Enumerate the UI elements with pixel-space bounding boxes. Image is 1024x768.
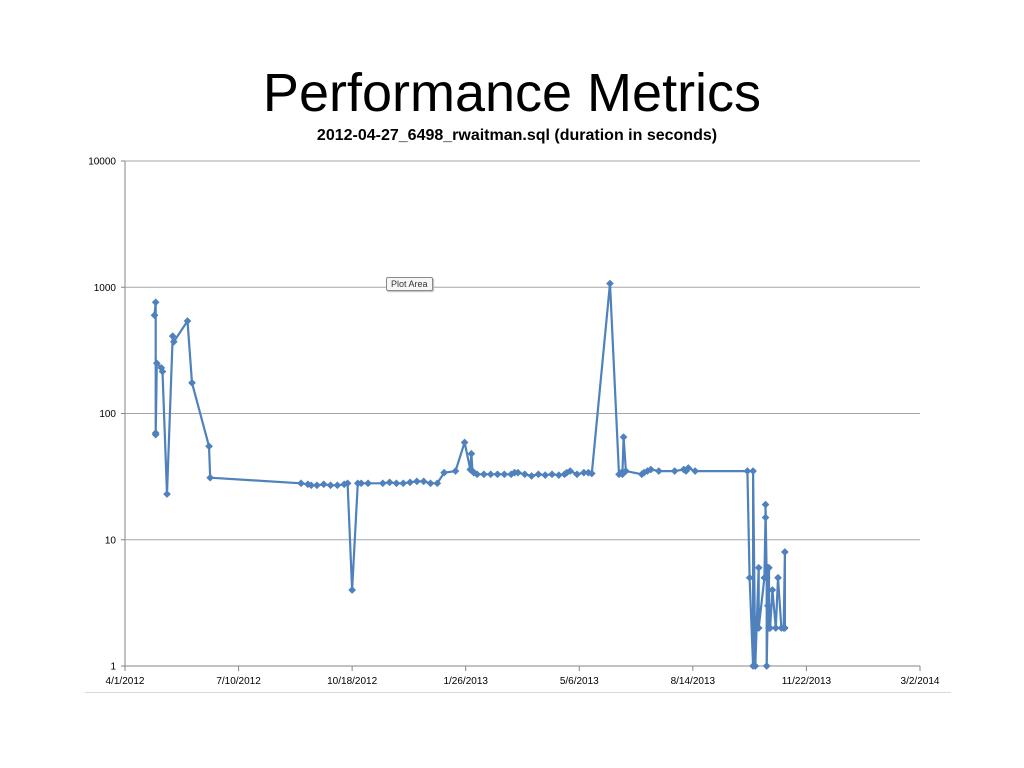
- data-point-marker: [762, 662, 771, 670]
- x-tick-label: 7/10/2012: [216, 676, 261, 687]
- data-point-marker: [774, 573, 782, 582]
- x-tick-label: 10/18/2012: [327, 676, 377, 687]
- data-point-marker: [605, 279, 614, 288]
- chart-title: 2012-04-27_6498_rwaitman.sql (duration i…: [316, 127, 718, 144]
- data-point-marker: [378, 479, 387, 488]
- data-point-marker: [766, 624, 775, 632]
- data-point-marker: [670, 467, 679, 476]
- data-point-marker: [780, 624, 789, 632]
- data-point-marker: [751, 662, 760, 670]
- data-point-marker: [399, 479, 408, 488]
- plot-area-tooltip: Plot Area: [386, 277, 433, 291]
- data-point-marker: [763, 601, 772, 610]
- data-point-marker: [451, 467, 460, 476]
- data-point-marker: [183, 317, 192, 325]
- data-point-marker: [745, 573, 754, 582]
- x-tick-label: 8/14/2013: [671, 676, 716, 687]
- data-point-marker: [158, 367, 167, 376]
- data-point-marker: [343, 479, 352, 488]
- x-tick-label: 11/22/2013: [782, 676, 832, 687]
- data-point-marker: [433, 479, 442, 488]
- data-point-marker: [548, 470, 556, 479]
- series-line: [153, 282, 787, 668]
- data-point-marker: [768, 586, 777, 594]
- data-point-marker: [312, 481, 321, 490]
- data-point-marker: [151, 430, 160, 439]
- data-point-marker: [151, 298, 160, 307]
- slide-title: Performance Metrics: [262, 63, 762, 123]
- x-tick-label: 4/1/2012: [106, 676, 145, 687]
- data-point-marker: [761, 513, 770, 522]
- y-tick-label: 1000: [94, 283, 117, 294]
- data-point-marker: [493, 470, 502, 479]
- data-point-marker: [743, 467, 752, 476]
- data-point-marker: [307, 481, 316, 490]
- data-point-marker: [479, 470, 488, 479]
- data-point-marker: [319, 480, 328, 489]
- data-point-marker: [460, 438, 469, 447]
- data-point-marker: [169, 337, 178, 346]
- data-point-marker: [392, 479, 401, 488]
- data-point-marker: [500, 470, 509, 479]
- data-point-marker: [333, 481, 342, 490]
- data-point-marker: [646, 465, 655, 474]
- data-point-marker: [762, 573, 771, 582]
- y-tick-label: 1: [110, 662, 116, 673]
- data-point-marker: [419, 477, 428, 486]
- data-point-marker: [654, 467, 663, 476]
- data-point-marker: [761, 500, 770, 509]
- gridlines: [125, 160, 920, 541]
- data-point-marker: [473, 470, 482, 479]
- data-point-marker: [188, 378, 196, 387]
- data-point-marker: [152, 359, 161, 368]
- data-point-marker: [566, 467, 575, 476]
- data-point-marker: [534, 470, 543, 479]
- y-tick-label: 100: [99, 409, 116, 420]
- data-point-marker: [764, 563, 773, 572]
- x-tick-label: 3/2/2014: [901, 676, 940, 687]
- data-point-marker: [412, 477, 421, 486]
- data-point-marker: [619, 433, 628, 442]
- data-point-marker: [754, 624, 763, 632]
- data-point-marker: [541, 471, 550, 480]
- data-point-marker: [406, 478, 415, 487]
- data-point-marker: [621, 467, 630, 476]
- data-point-marker: [691, 467, 700, 476]
- data-point-marker: [754, 563, 763, 572]
- data-point-marker: [426, 479, 435, 488]
- data-point-marker: [150, 311, 159, 320]
- data-point-marker: [749, 467, 758, 476]
- data-point-marker: [357, 479, 366, 488]
- data-point-marker: [527, 472, 536, 480]
- y-tick-label: 10: [105, 535, 117, 546]
- y-tick-label: 10000: [88, 157, 116, 168]
- data-point-marker: [587, 469, 596, 478]
- x-tick-label: 5/6/2013: [560, 676, 599, 687]
- data-point-marker: [573, 470, 581, 479]
- data-point-marker: [520, 470, 529, 479]
- data-point-marker: [364, 479, 372, 488]
- data-point-marker: [348, 586, 357, 594]
- data-point-marker: [554, 471, 563, 480]
- data-point-marker: [780, 548, 789, 556]
- data-point-marker: [684, 464, 693, 472]
- data-point-marker: [440, 468, 449, 477]
- data-point-marker: [326, 481, 335, 490]
- axes: 1 10 100 1000 10000 4/1/2012 7/10/2012 10/18/20…: [88, 157, 940, 688]
- chart-frame-bottom: [85, 692, 951, 693]
- series: [150, 279, 789, 670]
- x-tick-label: 1/26/2013: [443, 676, 488, 687]
- data-point-marker: [771, 624, 780, 632]
- data-point-marker: [467, 449, 476, 458]
- data-point-marker: [514, 468, 522, 477]
- data-point-marker: [163, 490, 171, 499]
- data-point-marker: [205, 442, 213, 451]
- data-point-marker: [206, 473, 215, 482]
- data-point-marker: [297, 479, 305, 488]
- data-point-marker: [385, 478, 394, 487]
- data-point-marker: [486, 470, 495, 479]
